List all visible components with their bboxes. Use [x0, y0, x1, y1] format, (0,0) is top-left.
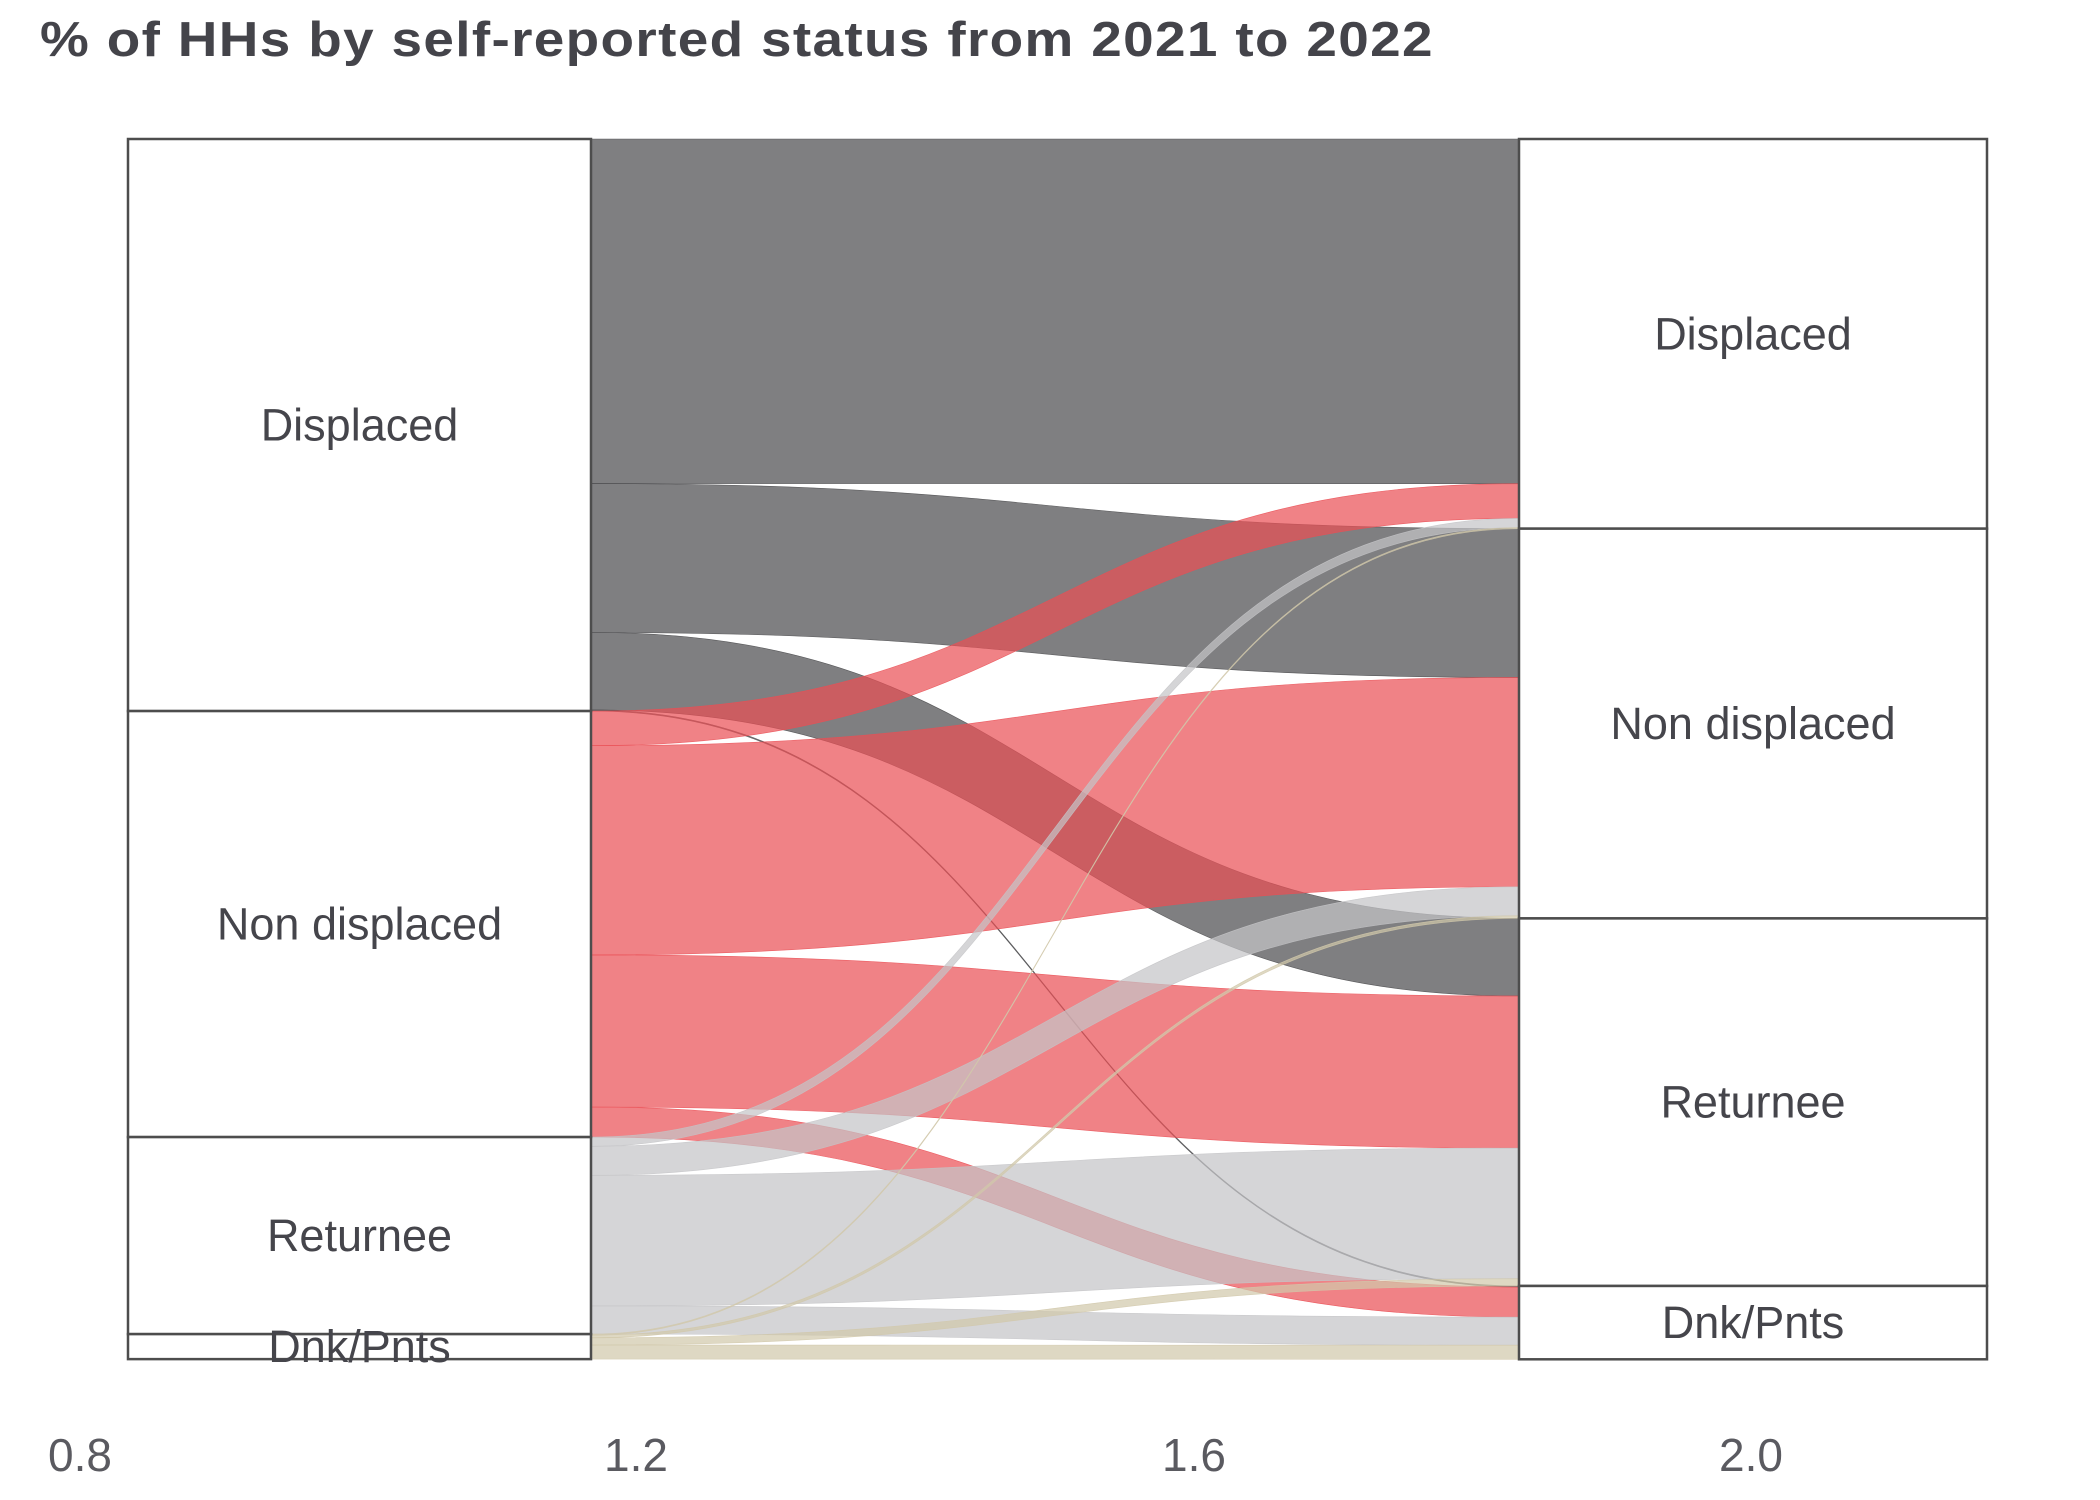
- svg-text:Displaced: Displaced: [261, 400, 459, 451]
- svg-text:Dnk/Pnts: Dnk/Pnts: [268, 1321, 451, 1372]
- svg-text:Returnee: Returnee: [1660, 1077, 1845, 1128]
- svg-text:Non displaced: Non displaced: [1610, 698, 1895, 749]
- svg-text:2.0: 2.0: [1719, 1429, 1783, 1481]
- svg-text:0.8: 0.8: [48, 1429, 112, 1481]
- svg-text:1.6: 1.6: [1162, 1429, 1226, 1481]
- svg-text:Dnk/Pnts: Dnk/Pnts: [1662, 1297, 1845, 1348]
- svg-text:Non displaced: Non displaced: [217, 899, 502, 950]
- svg-text:1.2: 1.2: [604, 1429, 668, 1481]
- svg-text:Displaced: Displaced: [1654, 308, 1852, 359]
- svg-text:Returnee: Returnee: [267, 1210, 452, 1261]
